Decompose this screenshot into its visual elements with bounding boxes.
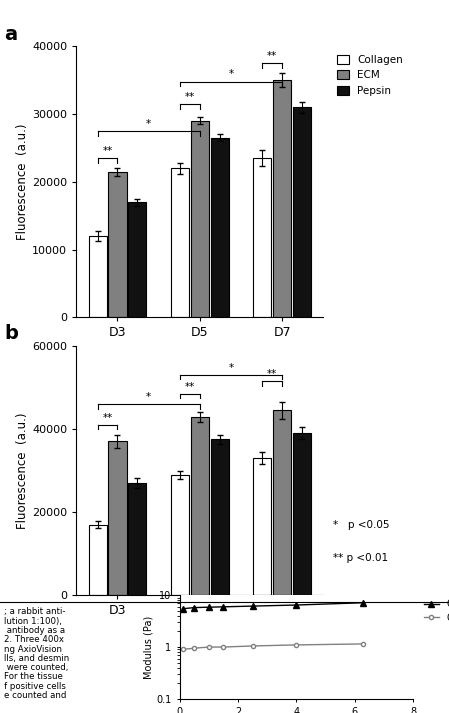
G' bbox=[180, 605, 185, 613]
Text: For the tissue: For the tissue bbox=[4, 672, 63, 682]
Y-axis label: Fluorescence  (a.u.): Fluorescence (a.u.) bbox=[17, 123, 29, 240]
G' bbox=[361, 598, 366, 607]
G' bbox=[250, 602, 255, 610]
Text: **: ** bbox=[102, 146, 113, 156]
Bar bbox=[191, 120, 209, 317]
G" bbox=[294, 640, 299, 649]
Bar bbox=[293, 433, 311, 595]
G' bbox=[206, 603, 211, 612]
Bar bbox=[171, 475, 189, 595]
Text: *   p <0.05: * p <0.05 bbox=[333, 520, 390, 530]
Bar bbox=[109, 441, 127, 595]
G" bbox=[221, 643, 226, 652]
G' bbox=[192, 603, 197, 612]
G' bbox=[294, 601, 299, 610]
Text: b: b bbox=[4, 324, 18, 344]
Text: **: ** bbox=[267, 369, 277, 379]
G" bbox=[192, 644, 197, 652]
G" bbox=[250, 642, 255, 650]
Text: ; a rabbit anti-: ; a rabbit anti- bbox=[4, 607, 66, 617]
Bar bbox=[253, 158, 271, 317]
Bar bbox=[191, 416, 209, 595]
Text: 2. Three 400x: 2. Three 400x bbox=[4, 635, 65, 645]
Bar bbox=[211, 439, 229, 595]
Line: G': G' bbox=[180, 600, 366, 612]
Y-axis label: Fluorescence  (a.u.): Fluorescence (a.u.) bbox=[17, 412, 29, 529]
Bar bbox=[128, 483, 146, 595]
Bar bbox=[109, 172, 127, 317]
Bar bbox=[89, 525, 107, 595]
Bar bbox=[253, 458, 271, 595]
Line: G": G" bbox=[180, 642, 365, 652]
Text: f positive cells: f positive cells bbox=[4, 682, 66, 691]
Text: antibody as a: antibody as a bbox=[4, 626, 66, 635]
Legend: Collagen, ECM, Pepsin: Collagen, ECM, Pepsin bbox=[334, 51, 406, 99]
Text: *: * bbox=[229, 69, 233, 79]
Text: lution 1:100),: lution 1:100), bbox=[4, 617, 62, 626]
Text: *: * bbox=[229, 363, 233, 373]
G' bbox=[221, 602, 226, 611]
Bar bbox=[293, 107, 311, 317]
Bar bbox=[128, 202, 146, 317]
Y-axis label: Modulus (Pa): Modulus (Pa) bbox=[143, 615, 153, 679]
Text: **: ** bbox=[267, 51, 277, 61]
G" bbox=[206, 643, 211, 652]
Text: **: ** bbox=[185, 381, 195, 391]
Text: ** p <0.01: ** p <0.01 bbox=[333, 553, 388, 563]
G" bbox=[361, 640, 366, 648]
Text: were counted,: were counted, bbox=[4, 663, 69, 672]
Bar bbox=[211, 138, 229, 317]
Bar bbox=[89, 236, 107, 317]
Text: ng AxioVision: ng AxioVision bbox=[4, 645, 62, 654]
Text: *: * bbox=[146, 119, 151, 129]
Text: **: ** bbox=[185, 92, 195, 102]
G" bbox=[180, 645, 185, 654]
Bar bbox=[171, 168, 189, 317]
Text: **: ** bbox=[102, 413, 113, 423]
Bar bbox=[273, 410, 291, 595]
Bar bbox=[273, 80, 291, 317]
Text: lls, and desmin: lls, and desmin bbox=[4, 654, 70, 663]
Text: a: a bbox=[4, 25, 18, 44]
Legend: G', G": G', G" bbox=[420, 595, 449, 627]
Text: *: * bbox=[146, 392, 151, 402]
Text: e counted and: e counted and bbox=[4, 691, 67, 700]
